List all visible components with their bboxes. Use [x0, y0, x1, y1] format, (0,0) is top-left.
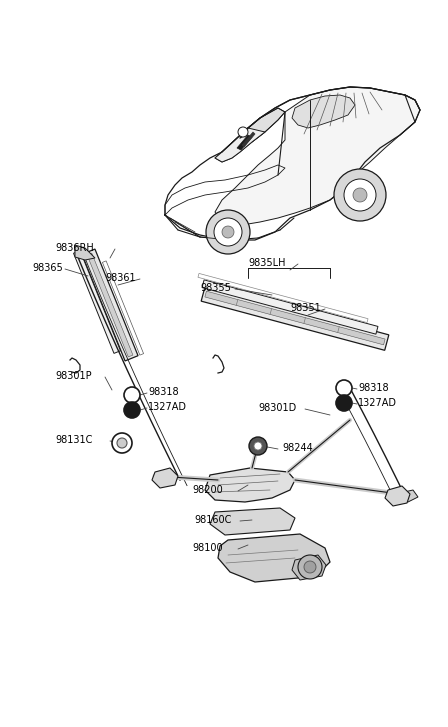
Circle shape [353, 188, 367, 202]
Polygon shape [103, 261, 144, 355]
Text: 98351: 98351 [290, 303, 321, 313]
Text: 9835LH: 9835LH [248, 258, 285, 268]
Text: 98100: 98100 [192, 543, 223, 553]
Text: 9836RH: 9836RH [55, 243, 94, 253]
Text: 98301P: 98301P [55, 371, 92, 381]
Polygon shape [201, 286, 389, 350]
Text: 98318: 98318 [358, 383, 388, 393]
Polygon shape [248, 108, 285, 142]
Polygon shape [198, 273, 368, 323]
Circle shape [298, 555, 322, 579]
Text: 98365: 98365 [32, 263, 63, 273]
Text: 98301D: 98301D [258, 403, 296, 413]
Polygon shape [82, 249, 138, 361]
Polygon shape [215, 87, 420, 225]
Circle shape [254, 442, 262, 450]
Polygon shape [73, 251, 121, 353]
Polygon shape [202, 280, 378, 334]
Polygon shape [292, 555, 326, 580]
Circle shape [222, 226, 234, 238]
Text: 98160C: 98160C [194, 515, 231, 525]
Text: 98200: 98200 [192, 485, 223, 495]
Polygon shape [242, 132, 255, 147]
Circle shape [249, 437, 267, 455]
Circle shape [336, 395, 352, 411]
Text: 98318: 98318 [148, 387, 179, 397]
Circle shape [112, 433, 132, 453]
Circle shape [206, 210, 250, 254]
Text: 1327AD: 1327AD [358, 398, 397, 408]
Polygon shape [385, 486, 410, 506]
Text: 98131C: 98131C [55, 435, 92, 445]
Polygon shape [205, 291, 385, 345]
Circle shape [117, 438, 127, 448]
Polygon shape [292, 95, 355, 128]
Text: 98361: 98361 [105, 273, 136, 283]
Circle shape [124, 402, 140, 418]
Polygon shape [75, 245, 95, 260]
Text: 1327AD: 1327AD [148, 402, 187, 412]
Text: 98244: 98244 [282, 443, 313, 453]
Polygon shape [215, 128, 265, 162]
Circle shape [214, 218, 242, 246]
Circle shape [124, 387, 140, 403]
Text: 98355: 98355 [200, 283, 231, 293]
Polygon shape [237, 135, 252, 150]
Polygon shape [396, 490, 418, 502]
Circle shape [304, 561, 316, 573]
Circle shape [336, 380, 352, 396]
Polygon shape [87, 253, 133, 357]
Circle shape [334, 169, 386, 221]
Polygon shape [210, 508, 295, 535]
Circle shape [238, 127, 248, 137]
Polygon shape [205, 468, 295, 502]
Polygon shape [218, 534, 330, 582]
Circle shape [344, 179, 376, 211]
Polygon shape [152, 468, 178, 488]
